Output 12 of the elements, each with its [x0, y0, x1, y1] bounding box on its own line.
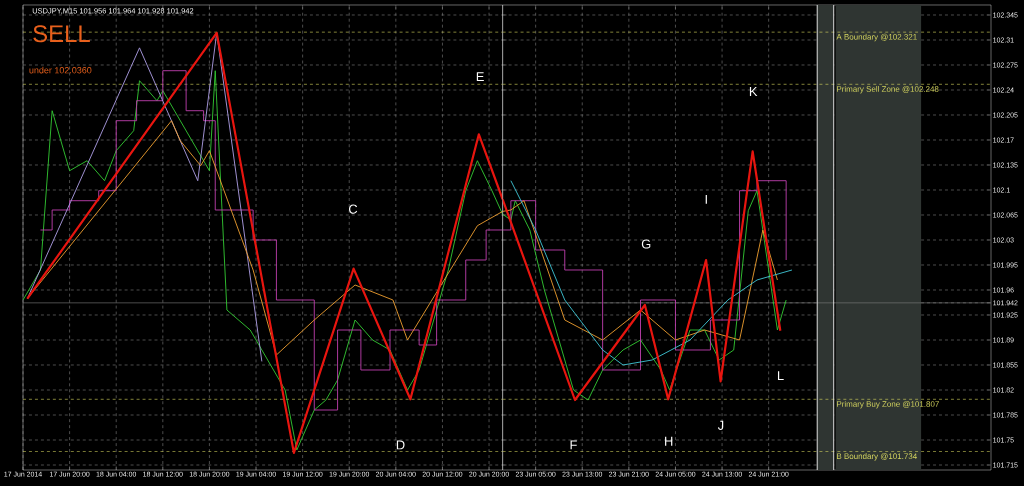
annotation: under 102.0360: [29, 66, 92, 74]
text: SELL: [33, 25, 90, 43]
annotation: H: [665, 436, 673, 446]
annotation: C: [348, 204, 358, 214]
annotation: E: [476, 72, 484, 82]
annotation: G: [641, 239, 651, 249]
annotation: D: [396, 440, 405, 450]
annotation: L: [777, 371, 784, 381]
annotation: F: [570, 440, 577, 450]
annotation: I: [705, 194, 707, 204]
annotation: J: [717, 420, 724, 430]
annotation: K: [749, 87, 758, 96]
